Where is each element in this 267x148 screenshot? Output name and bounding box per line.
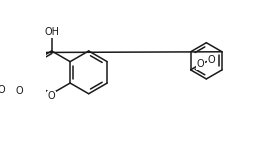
- Text: O: O: [207, 55, 215, 65]
- Text: O: O: [16, 86, 23, 96]
- Polygon shape: [16, 50, 33, 62]
- Text: OH: OH: [44, 27, 59, 37]
- Text: O: O: [0, 85, 6, 95]
- Text: O: O: [48, 91, 56, 101]
- Text: O: O: [197, 59, 204, 69]
